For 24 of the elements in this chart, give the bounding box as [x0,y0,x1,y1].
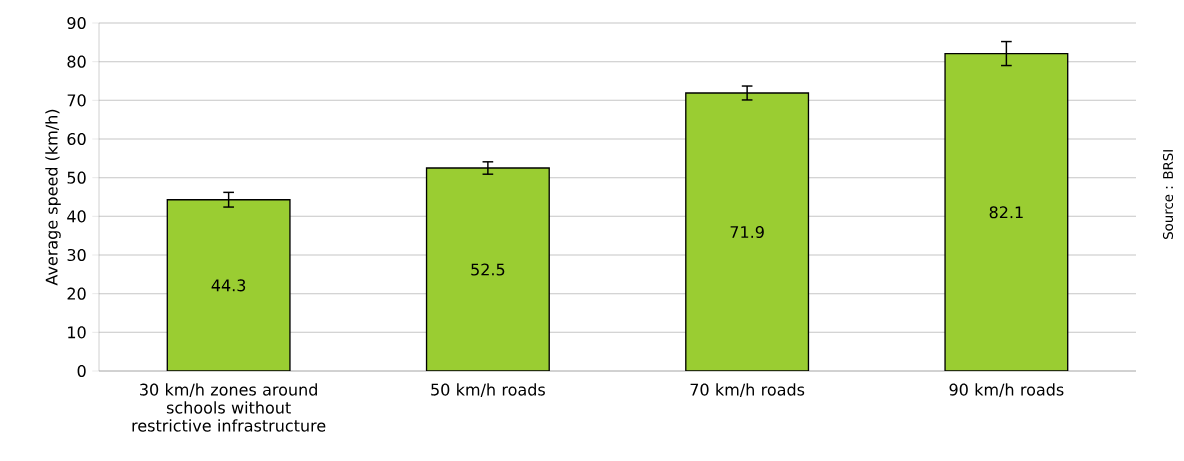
y-tick-label: 10 [68,326,86,339]
x-tick-label: 70 km/h roads [690,383,805,397]
bar [166,199,291,371]
data-label: 82.1 [989,206,1023,219]
y-tick-label: 90 [67,16,86,30]
data-label: 52.5 [471,263,505,276]
y-tick-label: 40 [67,210,86,223]
bar [685,92,810,371]
data-label: 71.9 [730,225,764,239]
y-tick-label: 80 [67,55,86,68]
source-note: Source : BRSI [1162,150,1174,239]
x-tick-label: 50 km/h roads [431,383,545,397]
y-tick-label: 20 [67,287,86,300]
y-tick-label: 30 [67,248,86,262]
y-tick-label: 70 [67,94,86,107]
y-tick-label: 60 [67,132,86,146]
bar [944,52,1069,371]
y-tick-label: 50 [67,171,86,184]
y-axis-title: Average speed (km/h) [45,109,61,286]
y-tick-label: 0 [77,364,86,378]
bar [425,167,550,371]
x-tick-label: 90 km/h roads [949,383,1064,397]
data-label: 44.3 [211,279,246,292]
x-tick-label: 30 km/h zones around schools without restrictive infrastructure [132,383,326,432]
